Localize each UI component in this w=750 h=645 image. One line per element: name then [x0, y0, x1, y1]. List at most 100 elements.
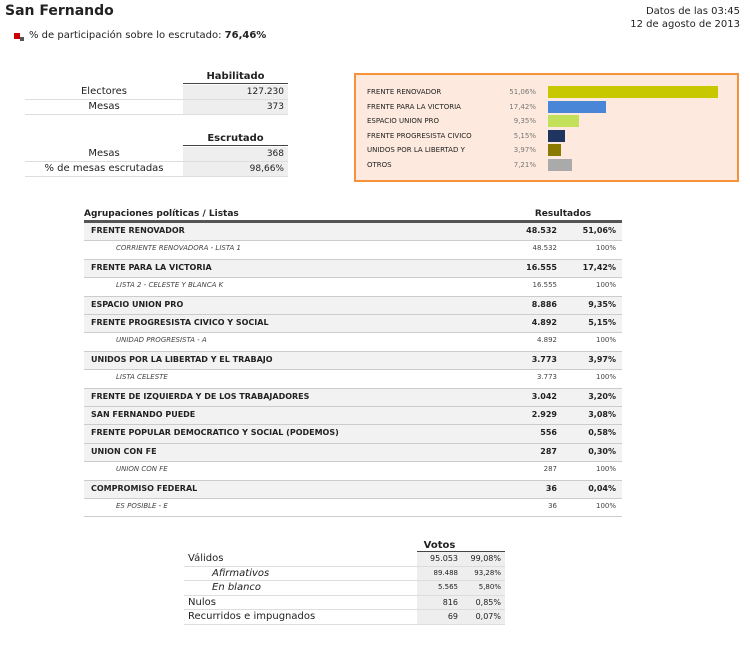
result-pct: 9,35% [588, 299, 616, 309]
votos-votes: 89.488 [433, 568, 459, 577]
votos-votes: 5.565 [437, 583, 458, 592]
result-row [84, 499, 622, 518]
bar [548, 86, 718, 98]
bar-label: OTROS [367, 160, 392, 169]
bar-label: FRENTE PARA LA VICTORIA [367, 102, 461, 111]
result-row [84, 333, 622, 352]
bar-value-label: 7,21% [513, 160, 536, 169]
rule [84, 220, 622, 223]
table-header: Escrutado [207, 133, 264, 144]
participation-value: 76,46% [224, 30, 267, 41]
participation: % de participación sobre lo escrutado: 7… [29, 30, 266, 41]
bar-label: FRENTE PROGRESISTA CIVICO [367, 131, 472, 140]
date-line: 12 de agosto de 2013 [630, 19, 740, 30]
votos-cells [417, 610, 505, 624]
result-votes: 3.773 [536, 373, 557, 382]
result-name: LISTA CELESTE [116, 373, 168, 382]
votos-row [184, 610, 505, 625]
result-name: FRENTE PROGRESISTA CIVICO Y SOCIAL [91, 318, 269, 327]
icon [14, 33, 20, 39]
result-votes: 16.555 [526, 262, 557, 272]
result-pct: 100% [595, 502, 616, 510]
date-line: Datos de las 03:45 [645, 6, 740, 17]
rule [183, 145, 288, 146]
votos-pct: 93,28% [474, 568, 501, 577]
votos-votes: 816 [442, 597, 458, 607]
votos-votes: 95.053 [430, 554, 458, 563]
result-votes: 48.532 [526, 226, 557, 235]
result-votes: 287 [540, 446, 557, 456]
table-header: Habilitado [206, 71, 265, 82]
participation-label: % de participación sobre lo escrutado: [29, 30, 222, 41]
bar-label: ESPACIO UNION PRO [367, 117, 439, 125]
votos-cells [417, 552, 505, 566]
result-row [84, 480, 622, 499]
result-row [84, 407, 622, 426]
bar [548, 100, 606, 113]
row-label: Electores [25, 85, 183, 100]
row-label: Mesas [25, 100, 183, 115]
votos-pct: 0,85% [475, 597, 501, 607]
bar-value-label: 51,06% [509, 88, 536, 96]
title: San Fernando [5, 3, 114, 19]
votos-row [184, 552, 505, 567]
votos-pct: 99,08% [470, 554, 501, 563]
row-value: 127.230 [183, 85, 288, 100]
row-value: 98,66% [183, 162, 288, 177]
votos-name: Afirmativos [212, 567, 270, 579]
result-row [84, 241, 622, 260]
result-row [84, 462, 622, 481]
votos-row [184, 567, 505, 582]
result-pct: 100% [595, 465, 616, 474]
result-row [84, 296, 622, 315]
rule [183, 83, 288, 84]
result-name: FRENTE RENOVADOR [91, 226, 185, 235]
votos-cells [417, 581, 505, 595]
votos-votes: 69 [447, 612, 458, 622]
table-header: Resultados [534, 209, 592, 219]
row-label: % de mesas escrutadas [25, 162, 183, 177]
result-pct: 100% [595, 281, 616, 290]
result-pct: 51,06% [582, 226, 616, 235]
result-row [84, 315, 622, 334]
bar [548, 158, 572, 171]
bar [548, 144, 562, 156]
result-votes: 4.892 [531, 318, 557, 327]
icon [20, 37, 24, 41]
result-votes: 36 [548, 502, 557, 510]
result-pct: 0,58% [588, 428, 616, 438]
votos-row [184, 581, 505, 596]
result-votes: 16.555 [532, 281, 558, 290]
votos-pct: 0,07% [475, 612, 501, 622]
result-name: FRENTE PARA LA VICTORIA [91, 262, 212, 272]
bar-value-label: 9,35% [513, 117, 536, 125]
result-votes: 556 [540, 428, 557, 438]
result-name: UNION CON FE [91, 446, 157, 456]
result-votes: 4.892 [536, 336, 557, 345]
result-pct: 100% [595, 244, 616, 253]
bar-value-label: 3,97% [513, 146, 536, 154]
result-votes: 48.532 [532, 244, 558, 253]
result-pct: 100% [595, 373, 616, 382]
result-name: LISTA 2 - CELESTE Y BLANCA K [116, 281, 224, 290]
result-votes: 3.773 [531, 354, 557, 364]
result-votes: 3.042 [531, 391, 557, 401]
summary-box: FRENTE RENOVADOR 51,06% FRENTE PARA LA VIC… [354, 73, 739, 182]
result-pct: 3,08% [588, 410, 616, 419]
result-row [84, 351, 622, 371]
bar [548, 115, 580, 127]
result-name: FRENTE DE IZQUIERDA Y DE LOS TRABAJADORE… [91, 391, 310, 401]
result-name: ES POSIBLE - E [116, 502, 168, 510]
result-votes: 2.929 [531, 410, 557, 419]
result-name: UNIDOS POR LA LIBERTAD Y EL TRABAJO [91, 354, 273, 364]
date: Datos de las 03:45 12 de agosto de 2013 [630, 5, 740, 31]
row-label: Mesas [25, 147, 183, 162]
votos-row [184, 596, 505, 611]
bar-value-label: 5,15% [513, 131, 536, 140]
rule [417, 551, 505, 552]
result-row [84, 370, 622, 389]
votos-pct: 5,80% [478, 583, 501, 592]
result-name: COMPROMISO FEDERAL [91, 483, 198, 493]
votos-name: Válidos [188, 553, 224, 564]
votos-name: Recurridos e impugnados [188, 611, 316, 623]
